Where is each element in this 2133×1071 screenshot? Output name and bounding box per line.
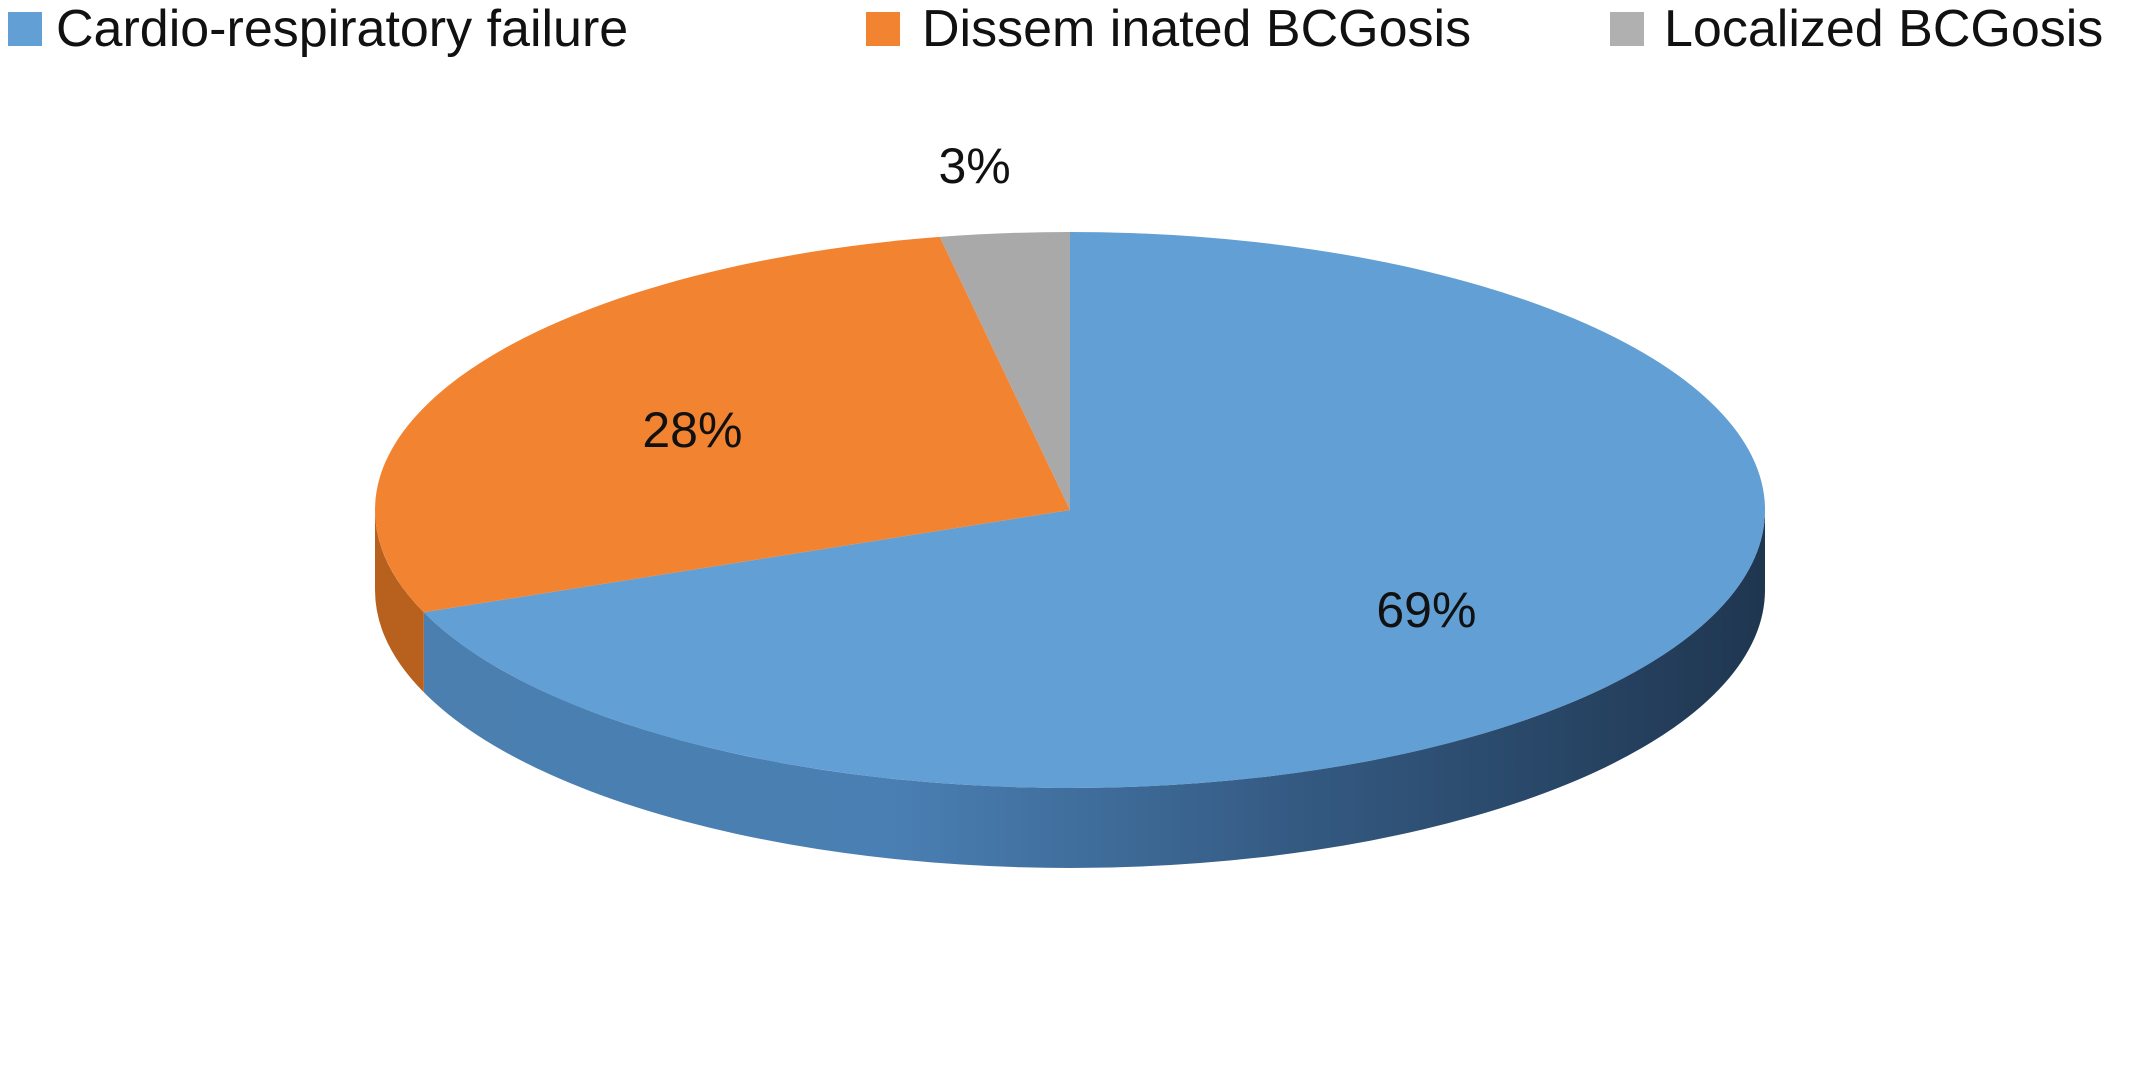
data-label-localized-bcgosis: 3%	[938, 138, 1010, 194]
pie-slice-cardio-respiratory-failure	[423, 232, 1766, 788]
data-label-dissem-inated-bcgosis: 28%	[642, 402, 742, 458]
chart-legend: Cardio-respiratory failure Dissem inated…	[8, 0, 2103, 58]
legend-swatch-localized-bcgosis	[1610, 12, 1644, 46]
pie-slice-dissem-inated-bcgosis	[375, 236, 1070, 613]
legend-swatch-disseminated-bcgosis	[866, 12, 900, 46]
pie-side-walls	[375, 510, 1765, 868]
legend-label-localized-bcgosis: Localized BCGosis	[1664, 0, 2103, 58]
pie-slice-localized-bcgosis	[939, 231, 1070, 510]
legend-label-cardio-respiratory-failure: Cardio-respiratory failure	[56, 0, 628, 58]
legend-swatch-cardio-respiratory-failure	[8, 12, 42, 46]
pie-data-labels: 69% 28% 3%	[642, 138, 1476, 638]
pie-side-dissem-inated-bcgosis	[375, 510, 424, 693]
pie-top-faces	[375, 231, 1766, 788]
legend-item-disseminated-bcgosis: Dissem inated BCGosis	[866, 0, 1471, 58]
legend-label-disseminated-bcgosis: Dissem inated BCGosis	[922, 0, 1471, 58]
legend-item-cardio-respiratory-failure: Cardio-respiratory failure	[8, 0, 628, 58]
pie-side-cardio-respiratory-failure	[423, 510, 1765, 868]
data-label-cardio-respiratory-failure: 69%	[1376, 582, 1476, 638]
legend-item-localized-bcgosis: Localized BCGosis	[1610, 0, 2103, 58]
